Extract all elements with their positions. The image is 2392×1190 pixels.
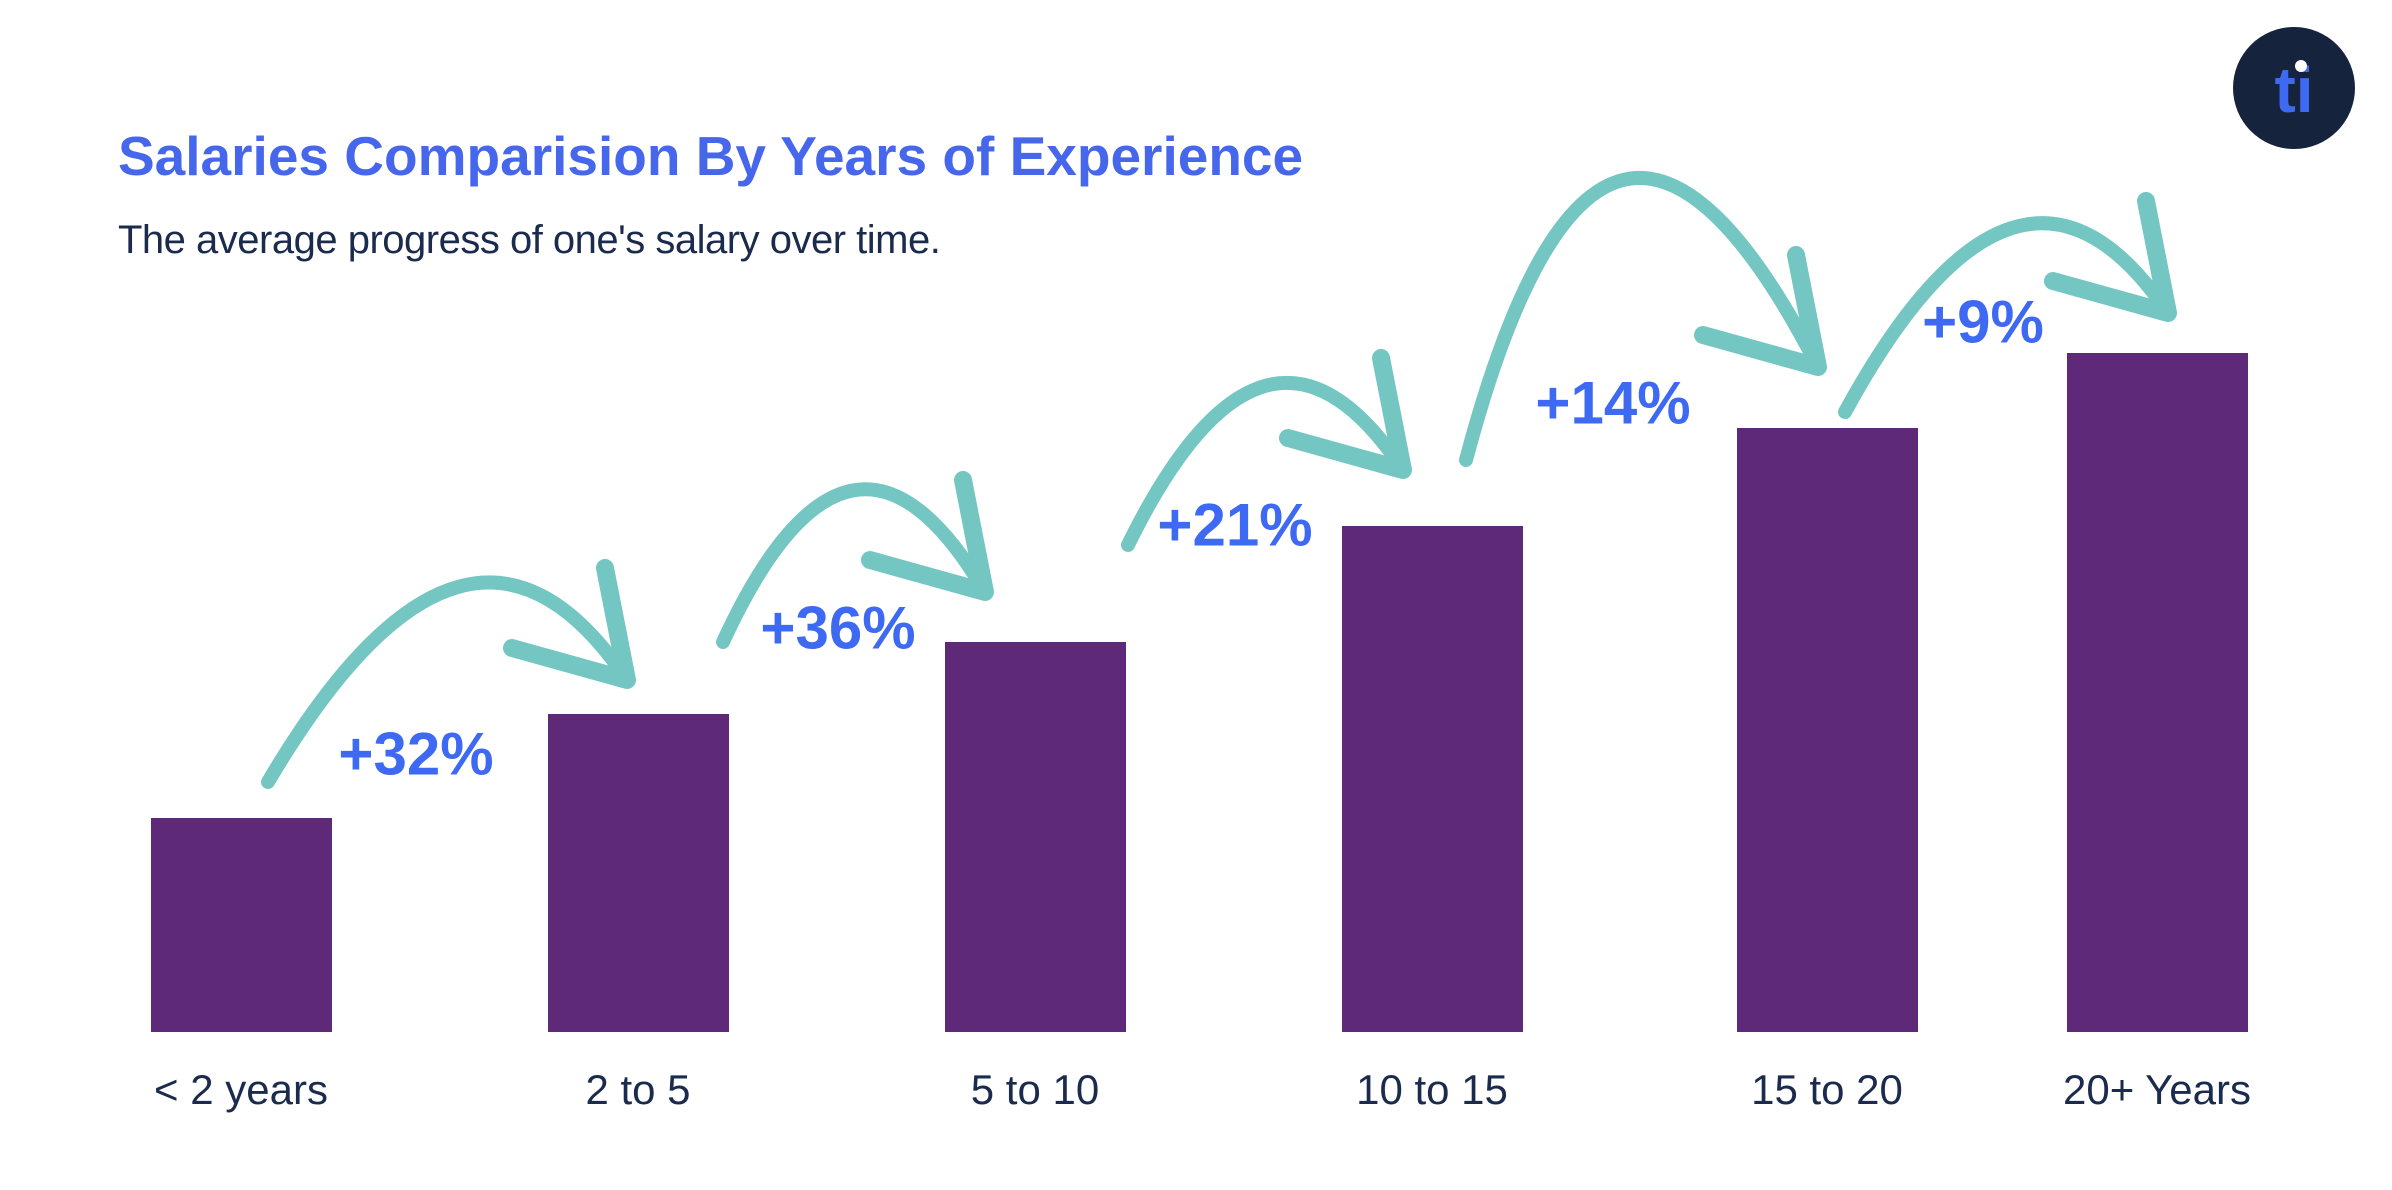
logo-i-dot-icon [2295, 60, 2307, 72]
category-label-3: 5 to 10 [970, 1066, 1100, 1113]
growth-arrow-curve-1 [261, 575, 634, 789]
growth-arrow-head-3 [1279, 349, 1412, 479]
bar-6 [2066, 353, 2248, 1032]
category-label-2: 2 to 5 [585, 1066, 691, 1113]
growth-arrow-curve-4 [1459, 170, 1825, 467]
growth-arrow-curve-3 [1121, 375, 1410, 552]
growth-annotation-5: +9% [1922, 288, 2044, 356]
growth-arrow-head-4 [1694, 246, 1827, 376]
growth-annotation-3: +21% [1157, 491, 1313, 559]
growth-arrow-curve-5 [1838, 216, 2175, 419]
category-label-5: 15 to 20 [1751, 1066, 1903, 1113]
growth-arrow-head-2 [861, 471, 994, 601]
category-label-6: 20+ Years [2062, 1066, 2251, 1113]
growth-arrow-head-5 [2044, 192, 2177, 322]
page-subtitle: The average progress of one's salary ove… [118, 218, 941, 262]
bar-3 [944, 642, 1126, 1032]
brand-logo: ti [2233, 27, 2355, 149]
category-label-1: < 2 years [154, 1066, 328, 1113]
brand-logo-text: ti [2274, 54, 2314, 126]
bar-1 [150, 818, 332, 1032]
growth-annotation-4: +14% [1535, 369, 1691, 437]
bar-2 [547, 714, 729, 1032]
growth-arrow-head-1 [503, 559, 636, 689]
page-title: Salaries Comparision By Years of Experie… [118, 125, 1304, 187]
growth-arrow-curve-2 [716, 482, 992, 649]
category-label-4: 10 to 15 [1356, 1066, 1508, 1113]
growth-annotation-1: +32% [338, 720, 494, 788]
bar-5 [1736, 428, 1918, 1032]
bar-4 [1341, 526, 1523, 1032]
growth-annotation-2: +36% [760, 594, 916, 662]
